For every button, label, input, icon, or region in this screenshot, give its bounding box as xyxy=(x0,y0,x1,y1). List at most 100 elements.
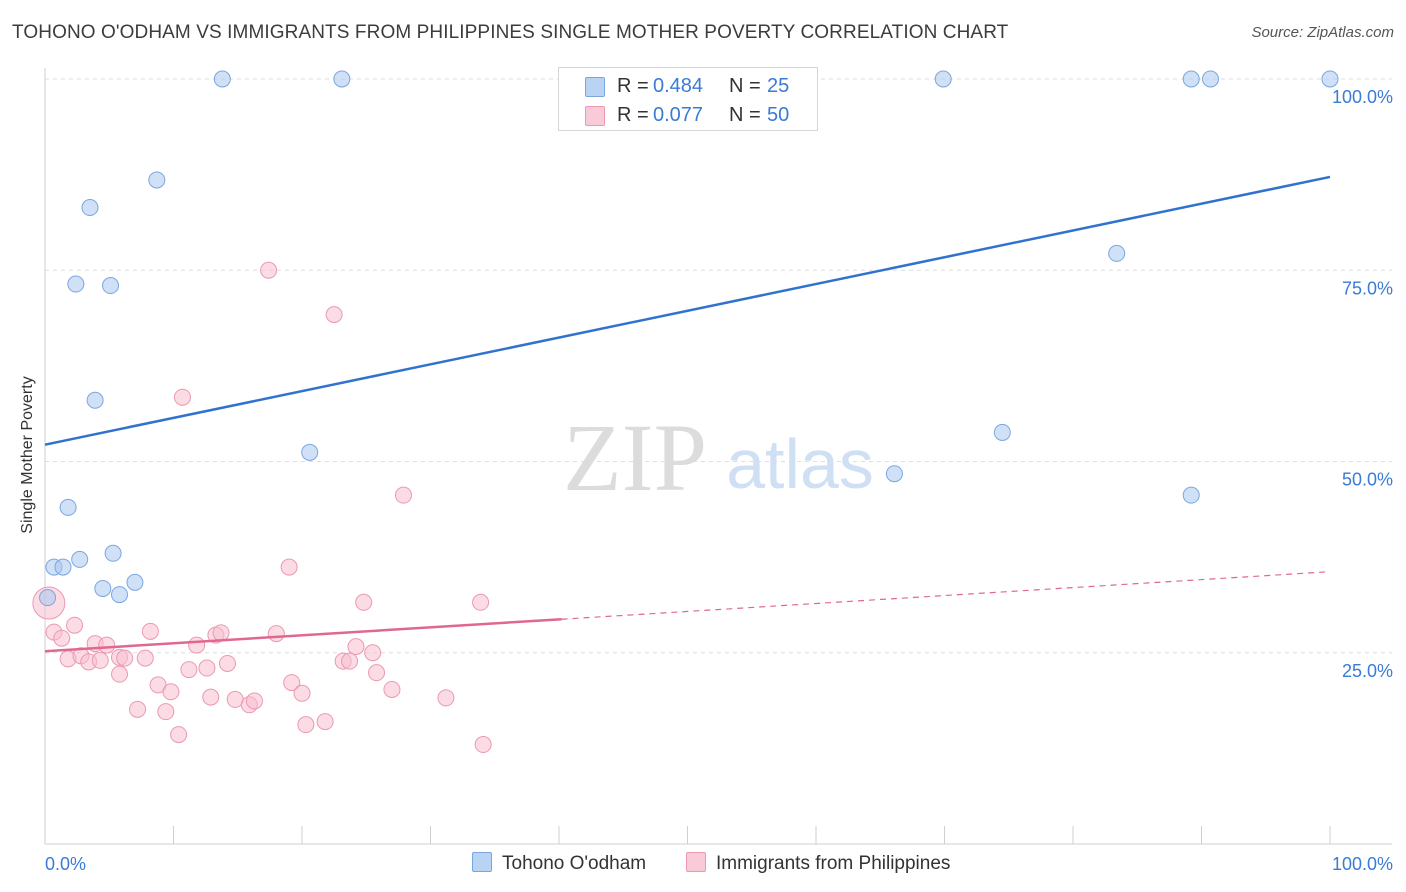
point-philippines xyxy=(472,593,490,611)
trend-line-philippines xyxy=(44,617,562,653)
point-tohono-oodham xyxy=(39,589,57,607)
point-tohono-oodham xyxy=(993,423,1011,441)
point-tohono-oodham xyxy=(333,70,351,88)
trend-lines xyxy=(44,175,1331,653)
point-philippines xyxy=(364,644,382,662)
point-philippines xyxy=(141,622,159,640)
tick-labels: 25.0% 50.0% 75.0% 100.0% 0.0% 100.0% xyxy=(45,87,1393,874)
point-philippines xyxy=(395,486,413,504)
trend-line-philippines-extension xyxy=(561,571,1331,620)
point-philippines xyxy=(53,629,71,647)
bottom-legend-tohono: Tohono O'odham xyxy=(472,852,646,875)
point-philippines xyxy=(325,306,343,324)
point-philippines xyxy=(91,651,109,669)
point-philippines xyxy=(245,692,263,710)
point-philippines xyxy=(136,649,154,667)
x-tick-label: 100.0% xyxy=(1332,854,1393,874)
y-tick-label: 100.0% xyxy=(1332,87,1393,107)
point-tohono-oodham xyxy=(111,586,129,604)
legend-r-value: 0.077 xyxy=(653,104,704,126)
legend-row-philippines: R = 0.077 N = 50 xyxy=(559,101,817,131)
point-philippines xyxy=(355,593,373,611)
point-philippines xyxy=(198,659,216,677)
point-tohono-oodham xyxy=(885,465,903,483)
legend-r-label: R = xyxy=(617,104,649,126)
point-tohono-oodham xyxy=(104,544,122,562)
point-philippines xyxy=(316,713,334,731)
chart-title: TOHONO O'ODHAM VS IMMIGRANTS FROM PHILIP… xyxy=(12,22,1009,43)
point-tohono-oodham xyxy=(934,70,952,88)
point-philippines xyxy=(267,625,285,643)
source-label: Source: ZipAtlas.com xyxy=(1251,24,1394,41)
point-philippines xyxy=(162,683,180,701)
point-philippines xyxy=(212,624,230,642)
point-tohono-oodham xyxy=(1321,70,1339,88)
bottom-legend-label: Tohono O'odham xyxy=(502,853,647,874)
series-immigrants-from-philippines xyxy=(32,261,492,754)
point-philippines xyxy=(116,649,134,667)
point-philippines xyxy=(297,716,315,734)
point-tohono-oodham xyxy=(86,391,104,409)
point-tohono-oodham xyxy=(94,579,112,597)
y-tick-label: 75.0% xyxy=(1342,278,1393,298)
watermark-atlas: atlas xyxy=(726,425,874,503)
point-philippines xyxy=(368,664,386,682)
point-philippines xyxy=(129,700,147,718)
legend-r-value: 0.484 xyxy=(653,75,704,97)
x-tick-label: 0.0% xyxy=(45,854,86,874)
point-tohono-oodham xyxy=(301,443,319,461)
gridlines xyxy=(45,78,1392,654)
point-philippines xyxy=(170,726,188,744)
point-tohono-oodham xyxy=(59,498,77,516)
bottom-legend-swatch-pink xyxy=(686,852,706,872)
point-tohono-oodham xyxy=(102,277,120,295)
watermark-zip: ZIP xyxy=(563,404,707,511)
legend-n-value: 50 xyxy=(767,104,790,126)
point-philippines xyxy=(293,684,311,702)
point-philippines xyxy=(383,680,401,698)
point-philippines xyxy=(260,261,278,279)
point-philippines xyxy=(66,616,84,634)
legend-row-tohono: R = 0.484 N = 25 xyxy=(559,72,817,102)
point-philippines xyxy=(173,388,191,406)
point-tohono-oodham xyxy=(126,573,144,591)
point-philippines xyxy=(180,661,198,679)
point-philippines xyxy=(157,703,175,721)
axes xyxy=(44,68,1392,845)
point-philippines xyxy=(347,638,365,656)
legend-n-label: N = xyxy=(729,75,761,97)
point-tohono-oodham xyxy=(1108,244,1126,262)
point-tohono-oodham xyxy=(1182,70,1200,88)
point-tohono-oodham xyxy=(54,558,72,576)
bottom-legend-label: Immigrants from Philippines xyxy=(716,853,951,874)
y-tick-label: 25.0% xyxy=(1342,661,1393,681)
point-tohono-oodham xyxy=(71,550,89,568)
point-philippines xyxy=(437,689,455,707)
point-tohono-oodham xyxy=(148,171,166,189)
point-philippines xyxy=(188,636,206,654)
point-philippines xyxy=(280,558,298,576)
legend-n-value: 25 xyxy=(767,75,790,97)
point-philippines xyxy=(98,636,116,654)
point-philippines xyxy=(111,665,129,683)
point-tohono-oodham xyxy=(213,70,231,88)
legend-swatch-pink xyxy=(585,106,605,126)
point-philippines xyxy=(341,652,359,670)
point-tohono-oodham xyxy=(67,275,85,293)
point-philippines xyxy=(226,690,244,708)
bottom-legend-swatch-blue xyxy=(472,852,492,872)
point-philippines xyxy=(202,688,220,706)
point-tohono-oodham xyxy=(1182,486,1200,504)
legend-n-label: N = xyxy=(729,104,761,126)
point-philippines xyxy=(218,654,236,672)
stats-legend: R = 0.484 N = 25 R = 0.077 N = 50 xyxy=(558,67,818,131)
legend-r-label: R = xyxy=(617,75,649,97)
bottom-legend-philippines: Immigrants from Philippines xyxy=(686,852,950,875)
point-tohono-oodham xyxy=(81,199,99,217)
point-philippines xyxy=(283,674,301,692)
y-tick-label: 50.0% xyxy=(1342,470,1393,490)
trend-line-tohono-oodham xyxy=(44,175,1331,446)
legend-swatch-blue xyxy=(585,77,605,97)
series-tohono-oodham xyxy=(39,70,1339,607)
